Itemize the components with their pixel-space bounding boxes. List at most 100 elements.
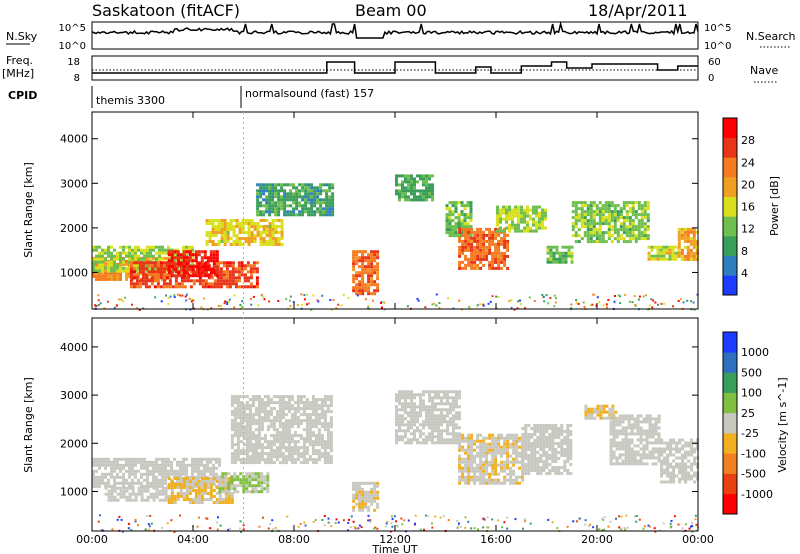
power-y-ticks: 1000 2000 3000 4000 xyxy=(60,133,698,279)
date-title: 18/Apr/2011 xyxy=(588,1,688,20)
power-colorbar-segment xyxy=(723,255,737,276)
velocity-colorbar-segment xyxy=(723,372,737,393)
cpid-label: CPID xyxy=(8,89,37,102)
velocity-colorbar-segment xyxy=(723,392,737,414)
power-ylabel: Slant Range [km] xyxy=(22,162,35,258)
velocity-colorbar-segment xyxy=(723,352,737,373)
velocity-colorbar-segment xyxy=(723,433,737,454)
velocity-ytick-label: 3000 xyxy=(60,389,88,402)
power-region-5 xyxy=(256,183,335,217)
power-region-11 xyxy=(546,245,574,264)
power-colorbar-tick-label: 4 xyxy=(741,267,748,280)
power-colorbar-segment xyxy=(723,118,737,138)
velocity-colorbar-segment xyxy=(723,493,737,515)
nsearch-tick-top: 10^5 xyxy=(704,23,731,34)
x-tick-label: 16:00 xyxy=(480,533,512,546)
velocity-colorbar-tick-label: 1000 xyxy=(741,346,769,359)
velocity-colorbar-segment xyxy=(723,453,737,474)
velocity-ytick-label: 4000 xyxy=(60,341,88,354)
power-ytick-label: 4000 xyxy=(60,133,88,146)
x-tick-label: 08:00 xyxy=(278,533,310,546)
power-colorbar-tick-label: 16 xyxy=(741,201,755,214)
velocity-colorbar-tick-label: -25 xyxy=(741,427,759,440)
cpid-strip: CPID themis 3300 normalsound (fast) 157 xyxy=(8,86,374,108)
velocity-region-3 xyxy=(218,472,270,494)
velocity-colorbar-label: Velocity [m s^-1] xyxy=(776,377,789,472)
x-tick-label: 00:00 xyxy=(76,533,108,546)
power-colorbar: 4 8 12 16 20 24 28 Power [dB] xyxy=(722,117,781,296)
power-colorbar-segment xyxy=(723,236,737,256)
freq-strip: Freq. [MHz] 18 8 60 0 Nave xyxy=(2,54,778,84)
x-tick-label: 04:00 xyxy=(177,533,209,546)
power-colorbar-segment xyxy=(723,177,737,197)
power-heatmap-cells xyxy=(92,174,699,311)
power-panel: 1000 2000 3000 4000 Slant Range [km] xyxy=(22,111,699,311)
power-colorbar-segment xyxy=(723,275,737,296)
nsky-strip: N.Sky 10^5 10^0 10^5 10^0 N.Search xyxy=(6,21,796,52)
velocity-region-8 xyxy=(521,424,573,475)
velocity-region-5 xyxy=(352,481,380,512)
power-colorbar-segment xyxy=(723,157,737,178)
velocity-colorbar-segment xyxy=(723,473,737,495)
power-region-14 xyxy=(677,227,699,261)
power-region-6 xyxy=(352,250,380,296)
velocity-y-ticks: 1000 2000 3000 4000 xyxy=(60,341,698,498)
power-region-7 xyxy=(395,174,434,202)
velocity-x-ticks xyxy=(91,318,699,531)
nave-tick-top: 60 xyxy=(708,57,721,68)
velocity-region-6 xyxy=(395,390,461,445)
velocity-ytick-label: 2000 xyxy=(60,437,88,450)
velocity-colorbar-tick-label: 500 xyxy=(741,366,762,379)
velocity-region-10 xyxy=(609,414,661,466)
freq-tick-bottom: 8 xyxy=(74,73,80,84)
nsky-tick-bottom: 10^0 xyxy=(59,41,86,52)
freq-tick-top: 18 xyxy=(67,57,80,68)
power-region-10 xyxy=(496,205,547,233)
cpid-segment-2: normalsound (fast) 157 xyxy=(245,87,374,100)
power-colorbar-tick-label: 24 xyxy=(741,156,755,169)
power-colorbar-tick-label: 20 xyxy=(741,178,755,191)
velocity-colorbar-segment xyxy=(723,412,737,434)
nsky-trace xyxy=(91,21,699,39)
velocity-colorbar-segment xyxy=(723,332,737,353)
x-tick-label: 20:00 xyxy=(581,533,613,546)
x-tick-label: 00:00 xyxy=(682,533,714,546)
nave-tick-bottom: 0 xyxy=(708,73,714,84)
power-ytick-label: 3000 xyxy=(60,177,88,190)
velocity-colorbar-tick-label: -1000 xyxy=(741,488,773,501)
power-region-12 xyxy=(571,201,650,244)
velocity-colorbar-tick-label: -500 xyxy=(741,468,766,481)
power-ytick-label: 2000 xyxy=(60,222,88,235)
velocity-ytick-label: 1000 xyxy=(60,485,88,498)
power-colorbar-segment xyxy=(723,216,737,237)
nsearch-tick-bottom: 10^0 xyxy=(704,41,731,52)
beam-title: Beam 00 xyxy=(355,1,427,20)
power-region-3 xyxy=(167,250,219,278)
nsearch-label: N.Search xyxy=(746,30,796,43)
power-colorbar-tick-label: 12 xyxy=(741,223,755,236)
power-colorbar-label: Power [dB] xyxy=(768,176,781,236)
x-axis-label: Time UT xyxy=(371,543,417,554)
power-colorbar-segment xyxy=(723,137,737,158)
velocity-colorbar-tick-label: 100 xyxy=(741,387,762,400)
velocity-colorbar-tick-label: 25 xyxy=(741,407,755,420)
nave-trace xyxy=(92,61,698,74)
power-ytick-label: 1000 xyxy=(60,266,88,279)
power-x-ticks xyxy=(91,112,699,309)
power-region-9 xyxy=(458,227,510,270)
power-colorbar-segment xyxy=(723,196,737,217)
x-tick-label: 12:00 xyxy=(379,533,411,546)
velocity-colorbar-tick-label: -100 xyxy=(741,447,766,460)
station-title: Saskatoon (fitACF) xyxy=(92,1,240,20)
velocity-panel: 1000 2000 3000 4000 00:00 04:00 08:00 12:00 16:… xyxy=(22,317,714,554)
velocity-x-tick-labels: 00:00 04:00 08:00 12:00 16:00 20:00 00:00 xyxy=(76,533,714,546)
nave-label: Nave xyxy=(750,64,778,77)
nsky-label: N.Sky xyxy=(6,30,38,43)
velocity-colorbar: 1000 500 100 25 -25 -100 -500 -1000 Velocity [m… xyxy=(722,331,789,515)
cpid-segment-1: themis 3300 xyxy=(96,94,165,107)
freq-unit-label: [MHz] xyxy=(2,67,34,80)
power-colorbar-tick-label: 28 xyxy=(741,134,755,147)
velocity-region-7 xyxy=(458,433,525,485)
velocity-region-4 xyxy=(230,395,333,465)
